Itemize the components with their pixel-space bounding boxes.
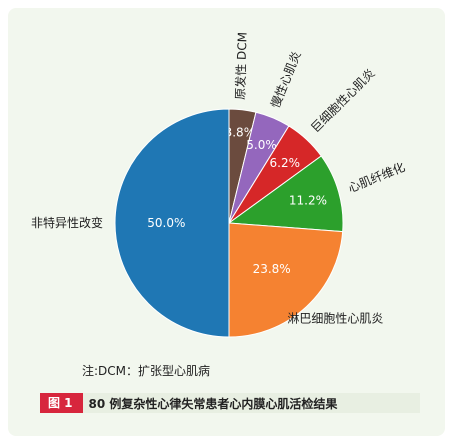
- slice-value-label: 6.2%: [270, 156, 301, 170]
- figure-title: 80 例复杂性心律失常患者心内膜心肌活检结果: [88, 396, 338, 411]
- figure-caption: 图 1 80 例复杂性心律失常患者心内膜心肌活检结果: [40, 393, 420, 413]
- slice-value-label: 23.8%: [253, 262, 291, 276]
- slice-category-label: 心肌纤维化: [346, 160, 407, 195]
- figure-number: 图 1: [40, 393, 83, 413]
- slice-value-label: 50.0%: [147, 216, 185, 230]
- slice-category-label: 原发性 DCM: [232, 32, 249, 100]
- pie-slice-心肌纤维化: [227, 155, 344, 233]
- pie-slice-非特异性改变: [114, 108, 230, 338]
- slice-value-label: 11.2%: [289, 194, 327, 208]
- slice-category-label: 慢性心肌炎: [268, 49, 303, 110]
- pie-chart: 3.8% 原发性 DCM 5.0% 慢性心肌炎 6.2% 巨细胞性心肌炎 11.2% 心肌纤维…: [31, 32, 407, 338]
- slice-value-label: 5.0%: [246, 138, 277, 152]
- slice-category-label: 淋巴细胞性心肌炎: [287, 311, 383, 325]
- slice-value-label: 3.8%: [225, 125, 256, 139]
- slice-category-label: 巨细胞性心肌炎: [308, 66, 377, 135]
- slice-category-label: 非特异性改变: [31, 215, 103, 230]
- figure-frame: 3.8% 原发性 DCM 5.0% 慢性心肌炎 6.2% 巨细胞性心肌炎 11.2% 心肌纤维…: [8, 8, 445, 436]
- footnote: 注:DCM：扩张型心肌病: [82, 364, 211, 378]
- pie-slice-淋巴细胞性心肌炎: [228, 222, 344, 338]
